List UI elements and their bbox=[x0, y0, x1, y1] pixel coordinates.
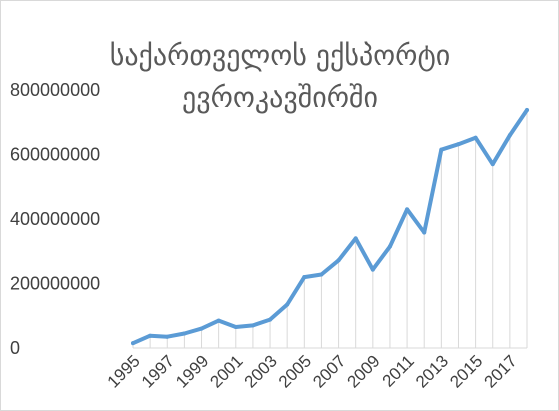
y-tick-label: 800000000 bbox=[10, 80, 100, 100]
x-tick-label: 2003 bbox=[241, 351, 281, 391]
data-point bbox=[473, 135, 478, 140]
y-axis-tick-labels: 0 200000000 400000000 600000000 800000000 bbox=[10, 80, 100, 358]
data-point bbox=[336, 258, 341, 263]
x-tick-label: 2007 bbox=[309, 351, 349, 391]
x-tick-label: 2009 bbox=[343, 351, 383, 391]
data-point bbox=[353, 236, 358, 241]
y-tick-label: 600000000 bbox=[10, 145, 100, 165]
data-point bbox=[405, 207, 410, 212]
data-point bbox=[456, 142, 461, 147]
data-point bbox=[439, 147, 444, 152]
data-point bbox=[285, 302, 290, 307]
x-tick-label: 1997 bbox=[138, 351, 178, 391]
data-point bbox=[370, 267, 375, 272]
x-tick-label: 2011 bbox=[379, 351, 418, 390]
y-tick-label: 400000000 bbox=[10, 209, 100, 229]
x-tick-label: 2015 bbox=[446, 351, 486, 391]
data-point bbox=[268, 317, 273, 322]
x-tick-label: 1995 bbox=[104, 351, 144, 391]
x-tick-label: 2013 bbox=[412, 351, 452, 391]
data-point bbox=[182, 331, 187, 336]
y-tick-label: 0 bbox=[10, 338, 20, 358]
data-point bbox=[507, 133, 512, 138]
chart-title-line-1: საქართველოს ექსპორტი bbox=[110, 39, 451, 72]
data-point bbox=[387, 244, 392, 249]
data-point bbox=[233, 325, 238, 330]
series-line bbox=[131, 108, 529, 346]
data-point bbox=[131, 341, 135, 346]
data-point bbox=[525, 107, 529, 112]
x-axis-tick-labels: 1995199719992001200320052007200920112013… bbox=[104, 351, 521, 391]
chart-title-line-2: ევროკავშირში bbox=[182, 81, 378, 114]
drop-lines bbox=[132, 109, 528, 348]
data-point bbox=[148, 333, 153, 338]
data-point bbox=[302, 275, 307, 280]
data-point bbox=[216, 318, 221, 323]
x-tick-label: 2005 bbox=[275, 351, 315, 391]
x-tick-label: 2017 bbox=[481, 351, 521, 391]
y-tick-label: 200000000 bbox=[10, 274, 100, 294]
data-point bbox=[165, 334, 170, 339]
x-tick-label: 2001 bbox=[206, 351, 246, 391]
data-point bbox=[319, 272, 324, 277]
data-point bbox=[199, 326, 204, 331]
data-point bbox=[490, 162, 495, 167]
data-point bbox=[250, 323, 255, 328]
data-point bbox=[422, 230, 427, 235]
x-tick-label: 1999 bbox=[172, 351, 212, 391]
